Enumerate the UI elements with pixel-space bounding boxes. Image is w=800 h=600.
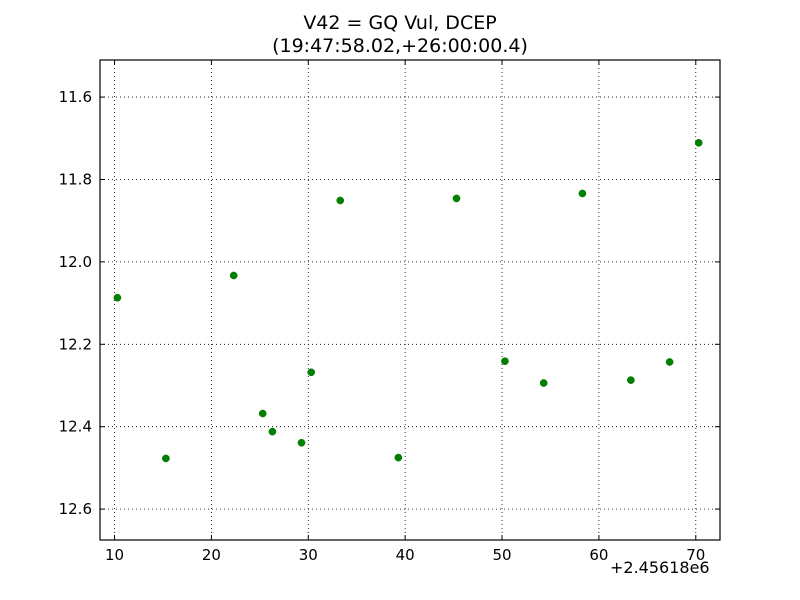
- data-point: [452, 194, 461, 203]
- x-tick-label: 70: [686, 546, 705, 564]
- x-tick-label: 40: [396, 546, 415, 564]
- data-point: [694, 138, 703, 147]
- chart-subtitle-coordinates: (19:47:58.02,+26:00:00.4): [272, 35, 528, 57]
- y-tick-label: 11.8: [59, 170, 92, 188]
- data-point: [336, 196, 345, 205]
- data-point: [627, 376, 635, 384]
- y-tick-label: 12.6: [59, 500, 92, 518]
- data-point: [162, 454, 170, 463]
- plot-frame: [99, 59, 721, 541]
- x-tick-label: 30: [299, 546, 318, 564]
- data-point: [539, 379, 548, 387]
- data-point: [665, 358, 674, 366]
- chart-title: V42 = GQ Vul, DCEP: [303, 12, 497, 34]
- y-tick-label: 12.2: [59, 335, 92, 353]
- data-point: [501, 357, 509, 366]
- data-point: [229, 271, 238, 280]
- x-tick-label: 50: [492, 546, 511, 564]
- data-point: [297, 438, 306, 447]
- data-point: [113, 293, 122, 302]
- x-tick-label: 10: [105, 546, 124, 564]
- plot-area: [100, 60, 720, 540]
- data-point: [394, 453, 403, 462]
- x-axis-offset-label: +2.45618e6: [610, 558, 710, 577]
- data-point: [268, 427, 277, 436]
- y-tick-label: 11.6: [59, 88, 92, 106]
- y-tick-label: 12.4: [59, 418, 92, 436]
- y-tick-label: 12.0: [59, 253, 92, 271]
- x-tick-label: 60: [589, 546, 608, 564]
- data-point: [578, 189, 587, 198]
- data-point: [307, 368, 316, 377]
- data-point: [258, 409, 267, 418]
- x-tick-label: 20: [202, 546, 221, 564]
